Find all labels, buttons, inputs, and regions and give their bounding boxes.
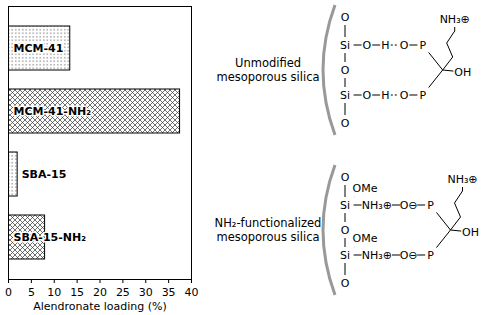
svg-text:O: O xyxy=(400,39,409,52)
svg-text:O: O xyxy=(341,171,350,184)
svg-text:NH₃⊕: NH₃⊕ xyxy=(362,199,392,212)
svg-text:O: O xyxy=(341,277,350,290)
svg-text:Si: Si xyxy=(340,39,350,52)
svg-text:NH₂-functionalized: NH₂-functionalized xyxy=(215,216,322,230)
svg-text:15: 15 xyxy=(70,286,84,299)
svg-text:O⊖: O⊖ xyxy=(400,249,418,262)
svg-text:40: 40 xyxy=(185,286,199,299)
svg-text:Si: Si xyxy=(340,199,350,212)
svg-text:P: P xyxy=(427,249,434,262)
svg-text:Si: Si xyxy=(340,89,350,102)
svg-text:mesoporous silica: mesoporous silica xyxy=(216,230,319,244)
svg-text:SBA-15: SBA-15 xyxy=(22,168,67,181)
svg-text:mesoporous silica: mesoporous silica xyxy=(216,70,319,84)
svg-text:P: P xyxy=(419,89,426,102)
svg-text:Alendronate loading (%): Alendronate loading (%) xyxy=(33,300,167,313)
svg-text:OH: OH xyxy=(462,226,479,239)
svg-text:P: P xyxy=(427,199,434,212)
svg-text:O⊖: O⊖ xyxy=(400,199,418,212)
svg-text:O: O xyxy=(400,89,409,102)
svg-text:O: O xyxy=(341,117,350,130)
svg-text:OMe: OMe xyxy=(353,182,378,195)
svg-text:0: 0 xyxy=(5,286,12,299)
svg-text:NH₃⊕: NH₃⊕ xyxy=(362,249,392,262)
svg-text:MCM-41: MCM-41 xyxy=(14,42,64,55)
svg-text:30: 30 xyxy=(139,286,153,299)
svg-text:SBA-15-NH₂: SBA-15-NH₂ xyxy=(14,231,87,244)
svg-text:H: H xyxy=(381,89,389,102)
svg-text:NH₃⊕: NH₃⊕ xyxy=(447,173,477,186)
svg-text:O: O xyxy=(341,224,350,237)
svg-text:5: 5 xyxy=(28,286,35,299)
svg-text:OMe: OMe xyxy=(353,232,378,245)
svg-text:O: O xyxy=(363,89,372,102)
svg-text:O: O xyxy=(363,39,372,52)
svg-text:10: 10 xyxy=(47,286,61,299)
svg-text:Unmodified: Unmodified xyxy=(235,56,301,70)
svg-text:OH: OH xyxy=(454,66,471,79)
svg-text:P: P xyxy=(419,39,426,52)
svg-text:25: 25 xyxy=(116,286,130,299)
svg-text:O: O xyxy=(341,64,350,77)
svg-text:O: O xyxy=(341,11,350,24)
svg-text:H: H xyxy=(381,39,389,52)
svg-text:20: 20 xyxy=(93,286,107,299)
svg-text:Si: Si xyxy=(340,249,350,262)
svg-text:35: 35 xyxy=(162,286,176,299)
svg-text:NH₃⊕: NH₃⊕ xyxy=(440,13,470,26)
svg-text:MCM-41-NH₂: MCM-41-NH₂ xyxy=(14,105,92,118)
